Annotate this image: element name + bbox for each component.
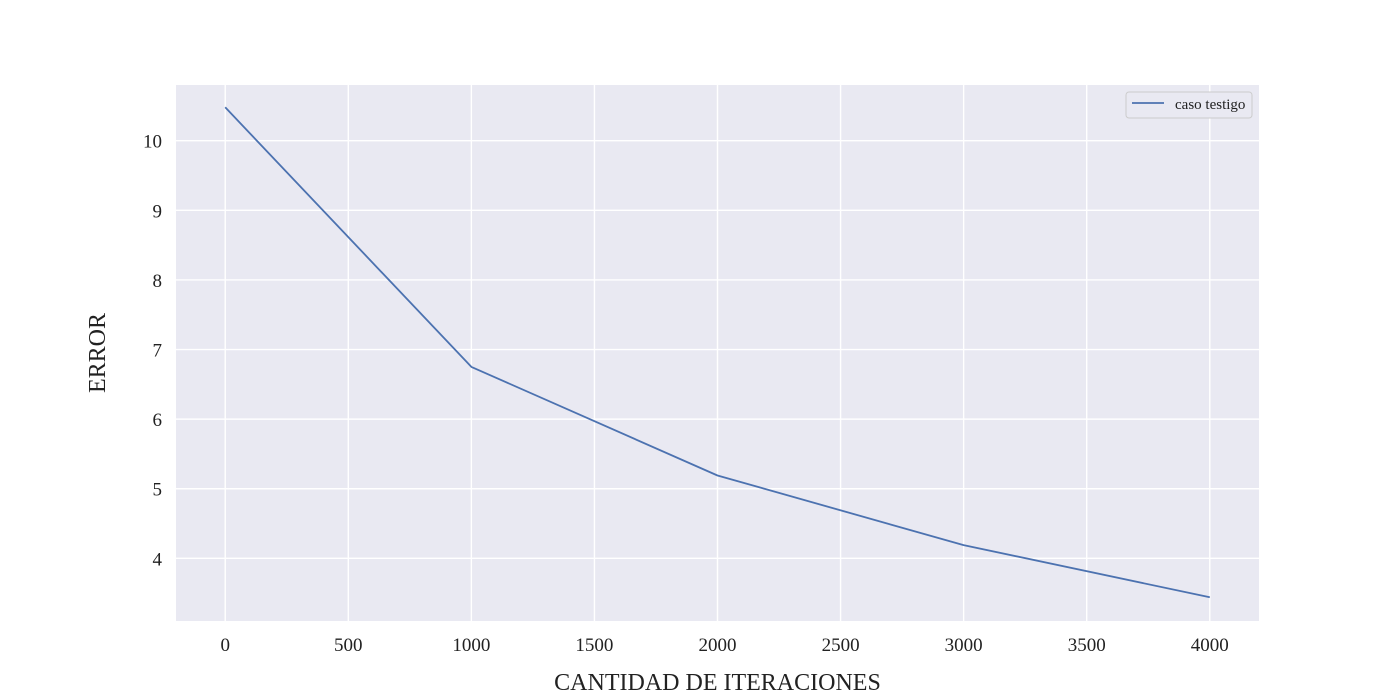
x-tick-label: 0 bbox=[220, 635, 230, 656]
x-tick-label: 500 bbox=[334, 635, 363, 656]
series-layer bbox=[224, 106, 1210, 599]
x-axis-label: CANTIDAD DE ITERACIONES bbox=[554, 670, 881, 696]
x-tick-label: 3500 bbox=[1068, 635, 1106, 656]
x-tick-label: 2000 bbox=[699, 635, 737, 656]
x-tick-label: 4000 bbox=[1191, 635, 1229, 656]
y-tick-label: 8 bbox=[153, 271, 163, 292]
legend-box bbox=[1125, 91, 1253, 119]
x-tick-label: 1500 bbox=[575, 635, 613, 656]
y-tick-label: 9 bbox=[153, 201, 163, 222]
y-tick-label: 10 bbox=[143, 132, 162, 153]
y-tick-label: 7 bbox=[153, 341, 163, 362]
x-tick-label: 3000 bbox=[945, 635, 983, 656]
x-tick-label: 1000 bbox=[452, 635, 490, 656]
grid-lines bbox=[176, 85, 1259, 621]
y-axis-label: ERROR bbox=[85, 313, 111, 393]
series-line-caso-testigo bbox=[224, 106, 1210, 599]
y-tick-label: 5 bbox=[153, 480, 163, 501]
legend-entry-caso-testigo: caso testigo bbox=[1175, 97, 1245, 113]
x-tick-label: 2500 bbox=[822, 635, 860, 656]
tick-labels: 0 500 1000 1500 2000 2500 3000 3500 4000 4 5 6 7 8 9 10 bbox=[143, 132, 1229, 656]
y-tick-label: 4 bbox=[153, 549, 163, 570]
y-tick-label: 6 bbox=[153, 410, 163, 431]
legend: caso testigo bbox=[1125, 91, 1253, 119]
